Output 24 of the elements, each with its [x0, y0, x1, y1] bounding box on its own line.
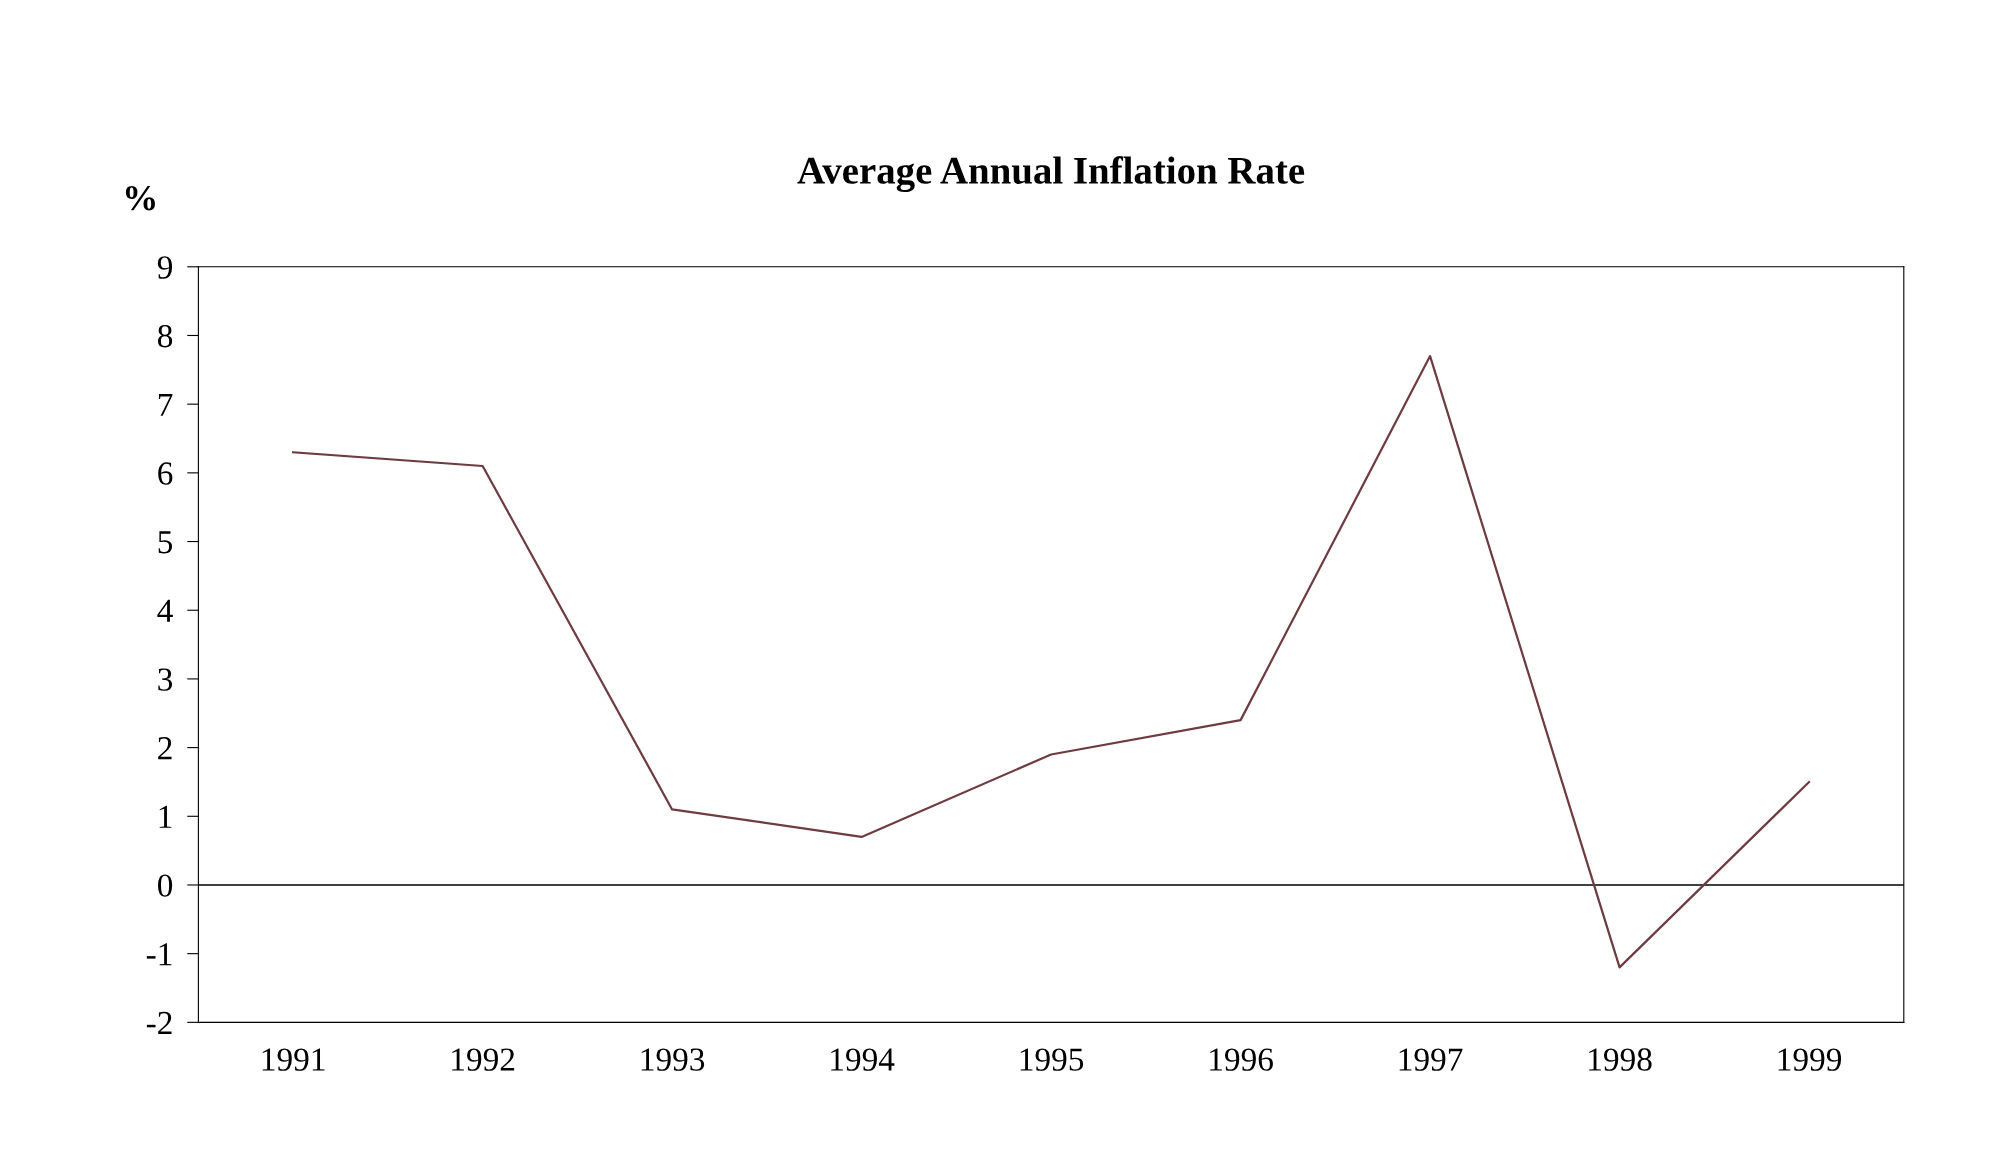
x-tick-label: 1994: [831, 1048, 895, 1071]
x-tick-label: 1993: [641, 1048, 705, 1071]
x-tick-label: 1997: [1399, 1048, 1463, 1071]
y-tick-label: -1: [146, 943, 172, 966]
y-tick-label: 6: [158, 462, 173, 485]
y-tick-label: 9: [157, 256, 173, 279]
y-tick-label: -2: [146, 1011, 172, 1034]
y-tick-label: 2: [158, 737, 172, 760]
x-tick-label: 1999: [1778, 1048, 1842, 1071]
y-tick-label: 7: [158, 393, 173, 416]
y-tick-label: 4: [157, 599, 173, 622]
x-tick-label: 1995: [1020, 1048, 1084, 1071]
y-axis-title: %: [125, 185, 155, 211]
y-tick-label: 8: [158, 324, 173, 348]
chart-title: Average Annual Inflation Rate: [797, 156, 1305, 193]
x-tick-label: 1992: [452, 1048, 515, 1071]
line-series: [292, 354, 1811, 969]
y-tick-label: 1: [159, 805, 172, 828]
y-tick-label: 0: [158, 874, 173, 897]
x-tick-label: 1998: [1589, 1048, 1652, 1071]
y-tick-label: 3: [158, 668, 173, 691]
x-tick-label: 1991: [262, 1048, 325, 1071]
x-tick-label: 1996: [1210, 1048, 1273, 1071]
y-tick-label: 5: [158, 531, 173, 554]
